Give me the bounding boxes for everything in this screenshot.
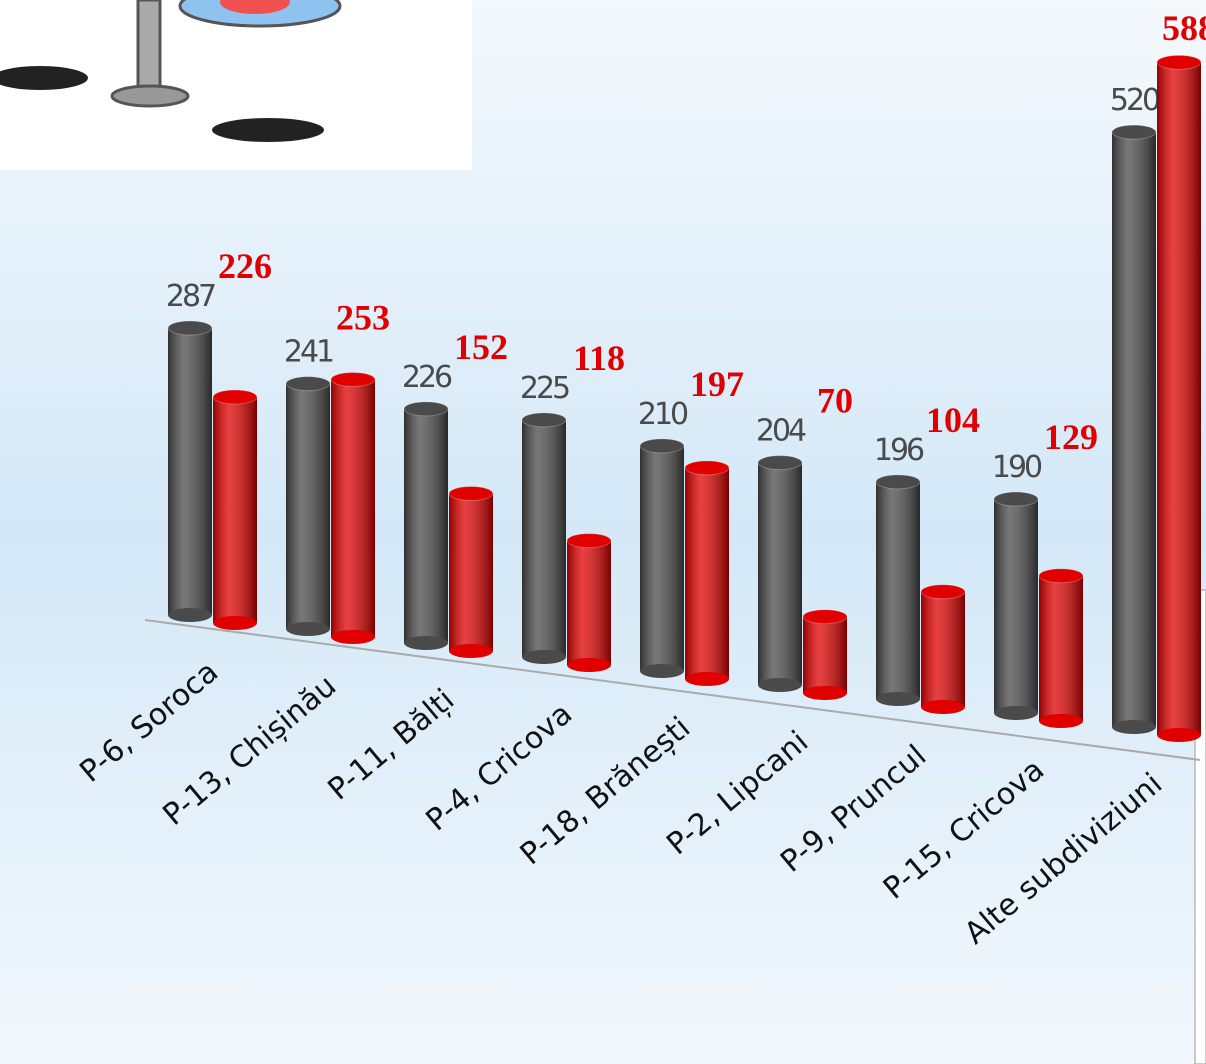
bar-shade [331,379,375,637]
bar-shade [758,462,802,685]
bar-bottom [921,700,965,714]
bar-top [521,412,567,428]
value-label: 196 [874,433,924,468]
value-label: 210 [638,397,688,432]
bar-top [330,371,376,387]
bar-top [875,474,921,490]
value-label: 588 [1162,8,1206,48]
bar-top [802,609,848,625]
value-label: 287 [166,279,215,314]
bar-shade [522,419,566,657]
bar-top [212,389,258,405]
bar-top [1038,568,1084,584]
bar-shade [876,481,920,699]
bar-top [403,401,449,417]
bar-bottom [213,616,257,630]
value-label: 204 [756,414,806,449]
corner-illustration [0,0,472,170]
bar-bottom [640,664,684,678]
value-label: 197 [690,364,744,404]
bar-bottom [567,658,611,672]
value-label: 152 [454,327,508,367]
bar-top [167,320,213,336]
bar-bottom [876,692,920,706]
value-label: 226 [402,360,452,395]
value-label: 70 [817,381,853,421]
floor-line [144,619,1201,761]
bar-shade [921,591,965,707]
bar-bottom [685,672,729,686]
bar-shade [1039,575,1083,721]
value-label: 129 [1044,417,1098,457]
bar-bottom [758,678,802,692]
value-label: 226 [218,246,272,286]
bar-top [285,376,331,392]
bar-shade [168,328,212,615]
bar-top [920,584,966,600]
value-label: 520 [1110,83,1160,118]
bar-bottom [1112,720,1156,734]
bar-bottom [168,608,212,622]
bar-top [566,533,612,549]
bar-bottom [449,644,493,658]
bar-top [757,455,803,471]
bar-shade [404,408,448,643]
bar-bottom [803,686,847,700]
bar-shade [1112,132,1156,727]
bar-top [639,438,685,454]
bar-top [448,486,494,502]
value-label: 225 [520,371,569,406]
bar-shade [994,499,1038,713]
bar-shade [1157,62,1201,735]
bar-shade [640,445,684,671]
bar-shade [213,397,257,623]
value-label: 104 [926,400,980,440]
bar-bottom [404,636,448,650]
bar-bottom [1039,714,1083,728]
bar-top [1111,124,1157,140]
value-label: 241 [284,335,333,370]
bar-shade [449,493,493,651]
bar-bottom [522,650,566,664]
bar-bottom [994,706,1038,720]
bar-shade [803,616,847,693]
bar-bottom [331,630,375,644]
bar-bottom [286,622,330,636]
bar-shade [685,467,729,679]
bar-bottom [1157,728,1201,742]
value-label: 118 [573,338,625,378]
value-label: 253 [336,297,390,337]
value-label: 190 [992,450,1042,485]
bar-top [993,491,1039,507]
bar-shade [567,540,611,665]
bar-top [1156,54,1202,70]
bar-top [684,460,730,476]
bar-shade [286,383,330,629]
